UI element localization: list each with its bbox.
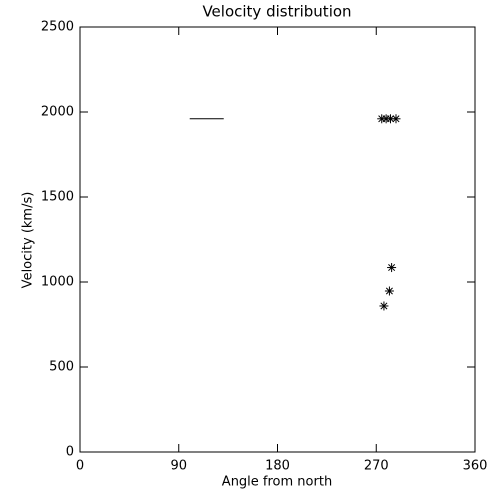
y-tick-label: 2500 [41, 20, 74, 35]
y-tick-label: 1000 [41, 275, 74, 290]
marker-stroke [388, 264, 396, 272]
marker-stroke [385, 287, 393, 295]
x-tick-label: 360 [463, 459, 488, 474]
y-tick-label: 1500 [41, 190, 74, 205]
x-axis-label: Angle from north [222, 475, 332, 490]
y-tick-label: 500 [49, 360, 74, 375]
marker-stroke [387, 115, 395, 123]
chart-title: Velocity distribution [202, 3, 351, 21]
plot-frame [79, 26, 476, 453]
marker-stroke [392, 115, 400, 123]
x-tick-label: 270 [364, 459, 389, 474]
x-tick-label: 90 [170, 459, 187, 474]
asterisk-marker [386, 114, 396, 124]
marker-stroke [380, 302, 388, 310]
asterisk-marker [384, 286, 394, 296]
y-axis-label: Velocity (km/s) [21, 192, 36, 289]
y-tick-label: 2000 [41, 105, 74, 120]
x-tick-label: 180 [265, 459, 290, 474]
y-tick-label: 0 [66, 445, 74, 460]
asterisk-marker [391, 114, 401, 124]
asterisk-marker [387, 263, 397, 273]
asterisk-marker [379, 301, 389, 311]
x-tick-label: 0 [76, 459, 84, 474]
